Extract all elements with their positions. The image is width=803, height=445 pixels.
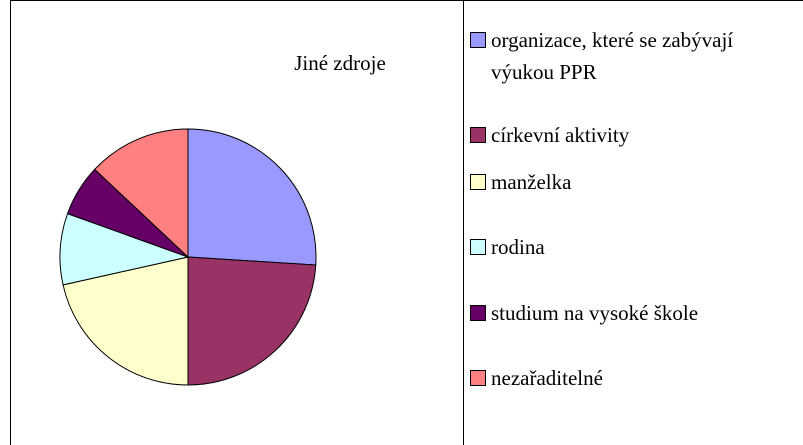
legend-swatch (470, 305, 486, 321)
legend-label: organizace, které se zabývají výukou PPR (491, 28, 734, 84)
legend-swatch (470, 239, 486, 255)
legend-item: nezařaditelné (470, 362, 800, 394)
legend-label: studium na vysoké škole (491, 301, 699, 325)
legend-item: studium na vysoké škole (470, 297, 800, 329)
legend-label: církevní aktivity (491, 123, 630, 147)
legend-item: manželka (470, 166, 800, 198)
legend-swatch (470, 370, 486, 386)
pie-slice (62, 256, 189, 386)
legend-label: nezařaditelné (491, 366, 603, 390)
legend-label: manželka (491, 170, 572, 194)
legend-swatch (470, 32, 486, 48)
legend-item: rodina (470, 231, 800, 263)
legend-swatch (470, 127, 486, 143)
pie-slice (187, 256, 317, 386)
legend-swatch (470, 174, 486, 190)
legend-item: organizace, které se zabývají výukou PPR (470, 24, 800, 88)
chart-title: Jiné zdroje (294, 51, 386, 75)
legend-item: církevní aktivity (470, 119, 800, 151)
legend-label: rodina (491, 235, 545, 259)
pie-slice (93, 128, 189, 259)
pie-slice (187, 128, 317, 266)
frame (10, 0, 803, 445)
